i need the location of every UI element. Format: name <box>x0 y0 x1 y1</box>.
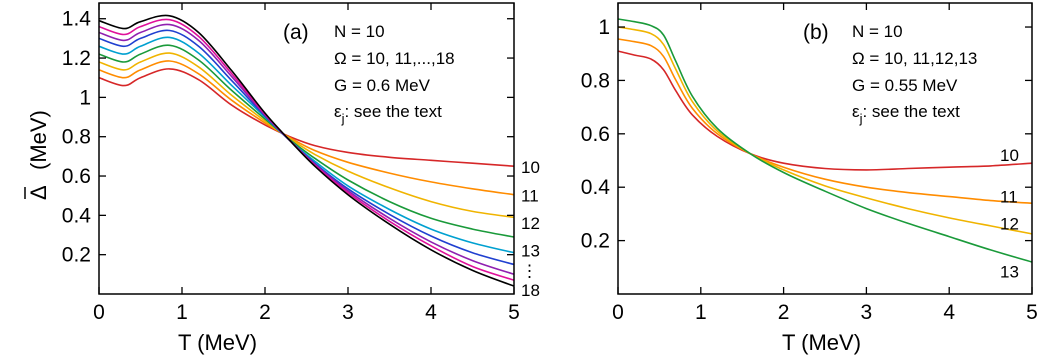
series-line-a-11 <box>98 60 515 196</box>
annotation-eps-subscript-a: j <box>341 111 345 126</box>
annotation-omega-a: Ω = 10, 11,...,18 <box>334 49 455 68</box>
annotation-eps-b: εj: see the text <box>852 102 960 126</box>
y-tick-label-a: 1.2 <box>62 47 91 70</box>
y-tick-label-a: 0.6 <box>62 165 91 188</box>
y-tick-label-a: 0.4 <box>62 204 92 227</box>
plot-frame-b <box>617 2 1033 295</box>
y-axis-symbol-a: Δ <box>26 185 51 200</box>
y-tick-label-a: 1.4 <box>62 8 92 31</box>
x-tick-label-b: 5 <box>1026 301 1038 324</box>
y-axis-unit-a: (MeV) <box>26 110 51 170</box>
y-axis-label-a: Δ (MeV) <box>24 110 51 200</box>
x-tick-label-a: 5 <box>508 301 520 324</box>
plot-frame-a <box>98 2 515 295</box>
annotation-omega-b: Ω = 10, 11,12,13 <box>852 49 977 68</box>
y-tick-label-b: 1 <box>598 16 610 39</box>
series-line-a-18 <box>98 14 515 287</box>
annotation-g-a: G = 0.6 MeV <box>334 76 431 95</box>
x-tick-label-a: 4 <box>425 301 437 324</box>
series-end-label-b: 11 <box>1000 188 1018 207</box>
panel-a: 0 1 2 3 4 50.20.40.60.811.21.4 (a) N = 10 Ω =… <box>24 2 540 355</box>
x-tick-label-a: 0 <box>93 301 105 324</box>
series-end-label-a: 12 <box>521 214 540 233</box>
annotation-eps-text-a: : see the text <box>344 102 442 121</box>
x-tick-label-b: 3 <box>861 301 873 324</box>
y-tick-label-a: 0.2 <box>62 244 91 267</box>
x-tick-label-b: 1 <box>695 301 707 324</box>
y-tick-label-b: 0.2 <box>581 230 610 253</box>
y-tick-label-b: 0.4 <box>581 176 611 199</box>
series-end-label-b: 10 <box>1000 146 1019 165</box>
end-labels-b: 10 11 12 13 <box>1000 146 1019 281</box>
series-end-label-a: 10 <box>521 158 540 177</box>
series-end-label-a: 13 <box>521 242 540 261</box>
panel-b: 0 1 2 3 4 50.20.40.60.81 (b) N = 10 Ω = 10, 1… <box>581 2 1038 355</box>
x-tick-label-a: 1 <box>176 301 188 324</box>
series-line-a-12 <box>98 52 515 219</box>
annotation-n-a: N = 10 <box>334 22 385 41</box>
annotation-eps-subscript-b: j <box>859 111 863 126</box>
x-tick-label-b: 4 <box>943 301 955 324</box>
series-line-b-13 <box>617 18 1033 263</box>
annotation-eps-symbol-a: ε <box>334 102 342 121</box>
y-tick-label-b: 0.6 <box>581 123 610 146</box>
series-end-label-a: 11 <box>521 187 539 206</box>
y-tick-label-b: 0.8 <box>581 69 610 92</box>
panel-label-a: (a) <box>283 21 309 44</box>
y-tick-label-a: 0.8 <box>62 126 91 149</box>
end-labels-a: 10 11 12 13⋮18 <box>521 158 540 300</box>
x-tick-label-a: 3 <box>342 301 354 324</box>
series-line-b-10 <box>617 50 1033 171</box>
x-tick-label-b: 2 <box>778 301 790 324</box>
x-axis-label-a: T (MeV) <box>178 330 257 355</box>
series-end-label-a: ⋮ <box>521 261 538 280</box>
x-tick-label-b: 0 <box>612 301 624 324</box>
annotation-eps-a: εj: see the text <box>334 102 442 126</box>
series-end-label-b: 13 <box>1000 262 1019 281</box>
annotation-eps-symbol-b: ε <box>852 102 860 121</box>
series-end-label-b: 12 <box>1000 214 1019 233</box>
x-tick-label-a: 2 <box>259 301 271 324</box>
series-layer-b <box>617 18 1033 263</box>
x-axis-label-b: T (MeV) <box>782 330 861 355</box>
series-line-a-13 <box>98 44 515 238</box>
annotation-g-b: G = 0.55 MeV <box>852 76 958 95</box>
series-end-label-a: 18 <box>521 281 540 300</box>
y-tick-label-a: 1 <box>79 86 91 109</box>
annotation-n-b: N = 10 <box>852 22 903 41</box>
ticks-layer-a: 0 1 2 3 4 5 0.2 0.4 0.6 0.8 1 1.2 1.4 <box>62 3 520 324</box>
ticks-layer-b: 0 1 2 3 4 50.20.40.60.81 <box>581 3 1038 324</box>
series-layer-a <box>98 14 515 287</box>
panel-label-b: (b) <box>803 21 829 44</box>
annotation-eps-text-b: : see the text <box>862 102 960 121</box>
